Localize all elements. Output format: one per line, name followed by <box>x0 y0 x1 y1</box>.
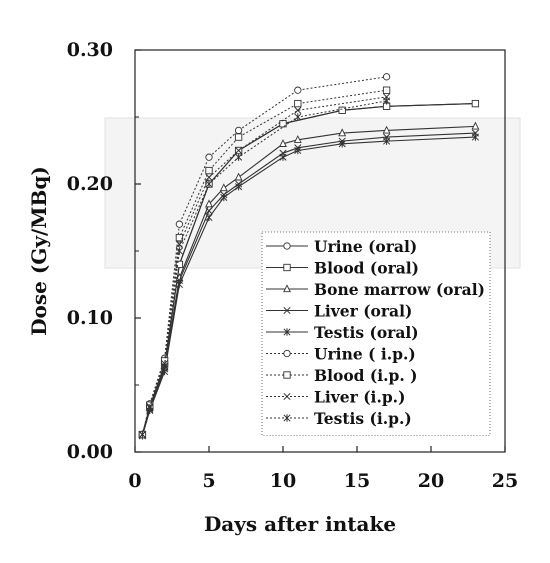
data-point <box>205 173 213 181</box>
data-point <box>161 362 169 370</box>
data-point <box>383 97 391 105</box>
data-point <box>235 146 243 155</box>
data-point <box>283 414 291 422</box>
data-point <box>294 113 302 121</box>
series-8 <box>138 97 391 439</box>
x-tick-label: 5 <box>202 470 215 492</box>
data-point <box>138 430 146 439</box>
data-point <box>283 306 291 315</box>
data-point <box>220 193 228 202</box>
legend-label: Bone marrow (oral) <box>314 280 485 299</box>
legend-item: Urine ( i.p.) <box>266 345 416 364</box>
data-point <box>175 260 184 269</box>
data-point <box>338 106 346 114</box>
data-point <box>219 183 228 192</box>
data-point <box>279 139 287 147</box>
data-point <box>471 99 480 108</box>
data-point <box>283 263 291 272</box>
legend-item: Urine (oral) <box>266 237 417 256</box>
data-point <box>205 153 213 161</box>
x-axis-label: Days after intake <box>204 512 396 536</box>
data-point <box>234 172 243 181</box>
y-tick-label: 0.30 <box>67 39 113 61</box>
series-line <box>141 89 387 435</box>
data-point <box>234 133 243 141</box>
series-line <box>141 100 387 435</box>
data-point <box>205 166 213 175</box>
legend-label: Liver (oral) <box>314 302 412 321</box>
data-point <box>294 146 302 155</box>
data-point <box>283 349 291 358</box>
legend-label: Testis (i.p.) <box>314 409 412 428</box>
data-point <box>205 207 213 215</box>
data-point <box>293 135 302 143</box>
legend-label: Blood (oral) <box>314 259 419 278</box>
legend-item: Testis (oral) <box>266 323 419 342</box>
data-point <box>294 86 302 94</box>
data-point <box>283 242 291 250</box>
legend-item: Blood (oral) <box>266 259 419 278</box>
x-tick-label: 0 <box>128 470 141 492</box>
y-tick-label: 0.00 <box>67 441 113 463</box>
legend-label: Testis (oral) <box>314 323 419 342</box>
data-point <box>382 73 391 81</box>
data-point <box>175 247 183 255</box>
legend-item: Testis (i.p.) <box>266 409 412 428</box>
data-point <box>205 180 213 188</box>
legend-box <box>261 231 491 436</box>
data-point <box>175 280 183 289</box>
legend-item: Liver (i.p.) <box>266 388 405 407</box>
series-line <box>141 96 387 435</box>
data-point <box>235 153 243 161</box>
data-point <box>235 182 243 191</box>
data-point <box>338 140 346 148</box>
series-line <box>141 103 476 435</box>
data-point <box>279 153 287 161</box>
y-tick-label: 0.10 <box>67 307 113 329</box>
series-line <box>141 132 476 435</box>
x-tick-label: 15 <box>344 470 370 492</box>
x-tick-label: 20 <box>418 470 444 492</box>
data-point <box>283 328 291 336</box>
legend-label: Urine ( i.p.) <box>314 345 416 364</box>
data-point <box>283 392 291 401</box>
legend-label: Urine (oral) <box>314 237 417 256</box>
y-tick-label: 0.20 <box>67 173 113 195</box>
data-point <box>205 199 213 208</box>
data-point <box>283 284 291 293</box>
data-point <box>175 220 184 228</box>
data-point <box>471 121 480 130</box>
data-point <box>234 126 243 135</box>
data-point <box>146 404 154 412</box>
data-point <box>382 125 391 134</box>
data-point <box>283 371 291 379</box>
data-point <box>471 133 479 141</box>
legend-item: Liver (oral) <box>266 302 412 321</box>
data-point <box>294 99 302 108</box>
data-point <box>294 106 302 114</box>
y-axis-label: Dose (Gy/MBq) <box>27 166 51 336</box>
legend-item: Bone marrow (oral) <box>266 280 485 299</box>
legend-item: Blood (i.p. ) <box>266 366 417 385</box>
series-line <box>141 136 476 437</box>
data-point <box>382 86 391 94</box>
data-point <box>383 137 391 145</box>
data-point <box>175 233 184 242</box>
x-tick-label: 25 <box>492 470 518 492</box>
legend-label: Liver (i.p.) <box>314 388 405 407</box>
data-point <box>205 213 213 222</box>
legend-label: Blood (i.p. ) <box>314 366 417 385</box>
data-point <box>338 128 347 137</box>
x-tick-label: 10 <box>270 470 296 492</box>
